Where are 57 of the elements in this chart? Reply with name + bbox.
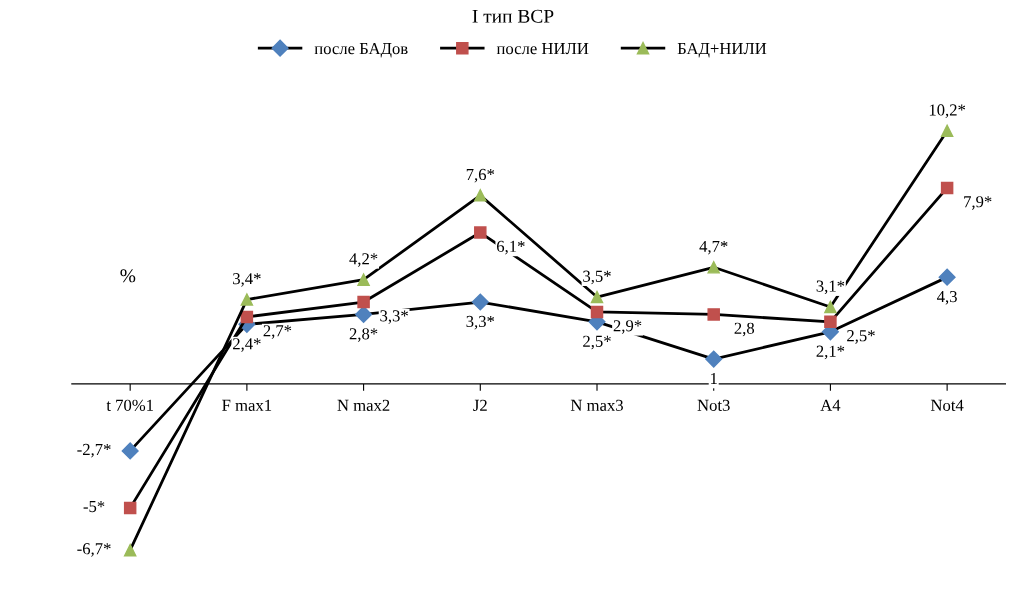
x-tick-label: N max3 — [570, 399, 623, 411]
data-label: 10,2* — [929, 104, 966, 118]
legend-label: после БАДов — [314, 43, 408, 58]
point — [938, 268, 956, 286]
data-label: 4,7* — [699, 240, 728, 255]
point — [940, 181, 954, 195]
data-label: 4,2* — [349, 253, 378, 267]
point — [824, 315, 837, 329]
data-label: 3,3* — [380, 310, 408, 324]
data-label: 1 — [711, 372, 717, 384]
data-label: 2,9* — [613, 320, 642, 334]
point — [121, 442, 139, 460]
data-label: 6,1* — [496, 240, 525, 255]
x-tick-label: A4 — [820, 399, 841, 411]
x-tick-label: F max1 — [222, 399, 272, 411]
data-label: 2,4* — [233, 338, 261, 352]
point — [707, 308, 720, 321]
data-label: 7,9* — [964, 196, 992, 210]
point — [474, 226, 487, 239]
point — [357, 295, 370, 309]
data-label: 3,3* — [466, 315, 495, 330]
point — [240, 310, 254, 324]
x-tick-label: N max2 — [337, 399, 390, 411]
data-label: 2,1* — [816, 345, 845, 360]
point — [705, 350, 723, 368]
chart-title: I тип ВСР — [472, 9, 554, 23]
point — [123, 543, 137, 557]
data-label: 2,5* — [847, 330, 875, 344]
y-axis-title: % — [120, 269, 136, 283]
x-tick-label: J2 — [473, 399, 487, 411]
point — [471, 293, 489, 311]
point — [940, 124, 954, 138]
data-label: 2,5* — [583, 335, 611, 350]
point — [824, 300, 837, 314]
data-label: 2,8 — [734, 322, 755, 337]
point — [707, 261, 720, 274]
x-tick-label: Not3 — [697, 399, 730, 411]
point — [590, 290, 604, 304]
point — [240, 293, 254, 306]
point — [590, 305, 604, 319]
legend-label: после НИЛИ — [496, 43, 589, 55]
point — [357, 273, 370, 286]
data-label: 3,5* — [583, 270, 611, 285]
data-label: 2,8* — [349, 328, 378, 342]
data-label: -6,7* — [77, 543, 111, 557]
data-label: 2,7* — [263, 325, 292, 339]
data-label: 3,1* — [816, 280, 845, 295]
data-label: 7,6* — [466, 168, 495, 183]
x-tick-label: t 70%1 — [106, 399, 154, 411]
legend-label: БАД+НИЛИ — [677, 43, 767, 58]
point — [123, 501, 137, 515]
data-label: 3,4* — [233, 273, 261, 287]
data-label: 4,3 — [937, 291, 957, 305]
data-label: -5* — [83, 501, 105, 513]
x-tick-label: Not4 — [930, 399, 964, 411]
point — [474, 189, 487, 202]
data-label: -2,7* — [77, 443, 111, 458]
